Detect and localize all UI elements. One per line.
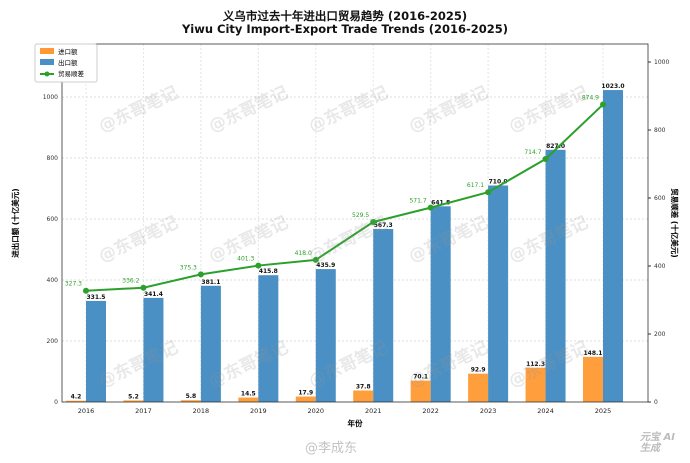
y-tick-label: 800 bbox=[47, 155, 59, 162]
surplus-line bbox=[85, 103, 604, 292]
x-tick-label: 2023 bbox=[480, 407, 497, 415]
surplus-point bbox=[140, 284, 147, 291]
chart-title: 义乌市过去十年进出口贸易趋势 (2016-2025) bbox=[222, 9, 468, 23]
y2-tick-label: 200 bbox=[654, 331, 666, 338]
y2-tick-label: 600 bbox=[654, 195, 666, 202]
export-bar bbox=[488, 185, 509, 402]
import-value-label: 5.8 bbox=[186, 393, 197, 400]
surplus-point bbox=[312, 256, 319, 263]
export-bar bbox=[258, 275, 279, 402]
surplus-point bbox=[542, 156, 549, 163]
surplus-value-label: 418.0 bbox=[295, 250, 312, 257]
export-bar bbox=[143, 297, 164, 402]
surplus-value-label: 571.7 bbox=[409, 198, 426, 205]
legend-swatch-export bbox=[40, 59, 54, 65]
plot-frame bbox=[61, 43, 649, 403]
surplus-value-label: 327.3 bbox=[65, 281, 82, 288]
surplus-point bbox=[427, 204, 434, 211]
import-value-label: 14.5 bbox=[241, 391, 256, 398]
surplus-value-label: 617.1 bbox=[467, 182, 484, 189]
export-value-label: 710.0 bbox=[489, 178, 508, 185]
x-tick-label: 2024 bbox=[537, 407, 554, 415]
import-value-label: 5.2 bbox=[128, 393, 139, 400]
surplus-point bbox=[485, 189, 492, 196]
y-axis-label: 进出口额 (十亿美元) bbox=[10, 188, 20, 257]
export-value-label: 381.1 bbox=[201, 279, 220, 286]
legend-label-import: 进口额 bbox=[58, 47, 78, 56]
import-bar bbox=[410, 380, 431, 402]
x-tick-label: 2022 bbox=[422, 407, 439, 415]
x-tick-label: 2025 bbox=[595, 407, 612, 415]
import-value-label: 92.9 bbox=[471, 367, 486, 374]
x-tick-label: 2021 bbox=[365, 407, 382, 415]
chart-subtitle: Yiwu City Import-Export Trade Trends (20… bbox=[181, 22, 509, 36]
import-bar bbox=[123, 400, 144, 402]
import-bar bbox=[353, 390, 374, 402]
export-bar bbox=[545, 149, 566, 402]
import-bar bbox=[66, 400, 86, 402]
export-bar bbox=[603, 90, 623, 403]
surplus-value-label: 714.7 bbox=[524, 149, 541, 156]
export-value-label: 415.8 bbox=[259, 268, 278, 275]
surplus-value-label: 401.3 bbox=[237, 256, 254, 263]
x-tick-label: 2019 bbox=[250, 407, 267, 415]
import-bar bbox=[180, 400, 201, 402]
import-bar bbox=[525, 367, 546, 402]
export-value-label: 435.9 bbox=[316, 262, 335, 269]
x-tick-label: 2017 bbox=[135, 407, 152, 415]
y-tick-label: 1000 bbox=[43, 94, 58, 101]
x-tick-label: 2016 bbox=[78, 407, 95, 415]
import-value-label: 17.9 bbox=[298, 390, 313, 397]
export-bar bbox=[430, 206, 451, 402]
export-bar bbox=[373, 229, 394, 402]
export-value-label: 1023.0 bbox=[601, 83, 624, 90]
surplus-value-label: 336.2 bbox=[122, 278, 139, 285]
y-tick-label: 200 bbox=[47, 338, 59, 345]
surplus-value-label: 874.9 bbox=[582, 95, 599, 102]
surplus-point bbox=[83, 287, 89, 294]
y2-tick-label: 1000 bbox=[654, 59, 669, 66]
legend-marker-surplus bbox=[44, 71, 50, 77]
surplus-point bbox=[255, 262, 262, 269]
import-bar bbox=[295, 396, 316, 402]
x-tick-label: 2018 bbox=[193, 407, 210, 415]
legend-label-export: 出口额 bbox=[58, 58, 78, 67]
legend-label-surplus: 贸易顺差 bbox=[58, 69, 85, 78]
import-bar bbox=[583, 356, 603, 402]
export-value-label: 827.0 bbox=[546, 143, 565, 150]
y-tick-label: 600 bbox=[47, 216, 59, 223]
import-value-label: 112.3 bbox=[526, 361, 545, 368]
export-value-label: 641.8 bbox=[431, 199, 450, 206]
export-value-label: 341.4 bbox=[144, 291, 163, 298]
surplus-point bbox=[600, 101, 606, 108]
x-axis-label: 年份 bbox=[348, 418, 363, 428]
export-bar bbox=[86, 300, 106, 402]
surplus-value-label: 529.5 bbox=[352, 212, 369, 219]
export-bar bbox=[200, 285, 221, 402]
import-bar bbox=[238, 397, 259, 402]
legend-swatch-import bbox=[40, 48, 54, 54]
y2-tick-label: 0 bbox=[654, 399, 658, 406]
y2-axis-label: 贸易顺差 (十亿美元) bbox=[670, 188, 680, 257]
import-value-label: 37.8 bbox=[356, 383, 371, 390]
surplus-point bbox=[370, 218, 377, 225]
surplus-point bbox=[197, 271, 204, 278]
bottom-watermark: @李成东 bbox=[305, 441, 358, 456]
logo-watermark: 元宝 AI生成 bbox=[640, 432, 675, 454]
import-bar bbox=[468, 373, 489, 402]
x-tick-label: 2020 bbox=[308, 407, 325, 415]
export-value-label: 567.3 bbox=[374, 222, 393, 229]
surplus-value-label: 375.3 bbox=[180, 264, 197, 271]
y2-tick-label: 400 bbox=[654, 263, 666, 270]
export-bar bbox=[315, 269, 336, 402]
y2-tick-label: 800 bbox=[654, 127, 666, 134]
import-value-label: 70.1 bbox=[413, 374, 428, 381]
import-value-label: 148.1 bbox=[584, 350, 603, 357]
import-value-label: 4.2 bbox=[71, 394, 82, 401]
y-tick-label: 0 bbox=[54, 399, 58, 406]
export-value-label: 331.5 bbox=[87, 294, 106, 301]
y-tick-label: 400 bbox=[47, 277, 59, 284]
